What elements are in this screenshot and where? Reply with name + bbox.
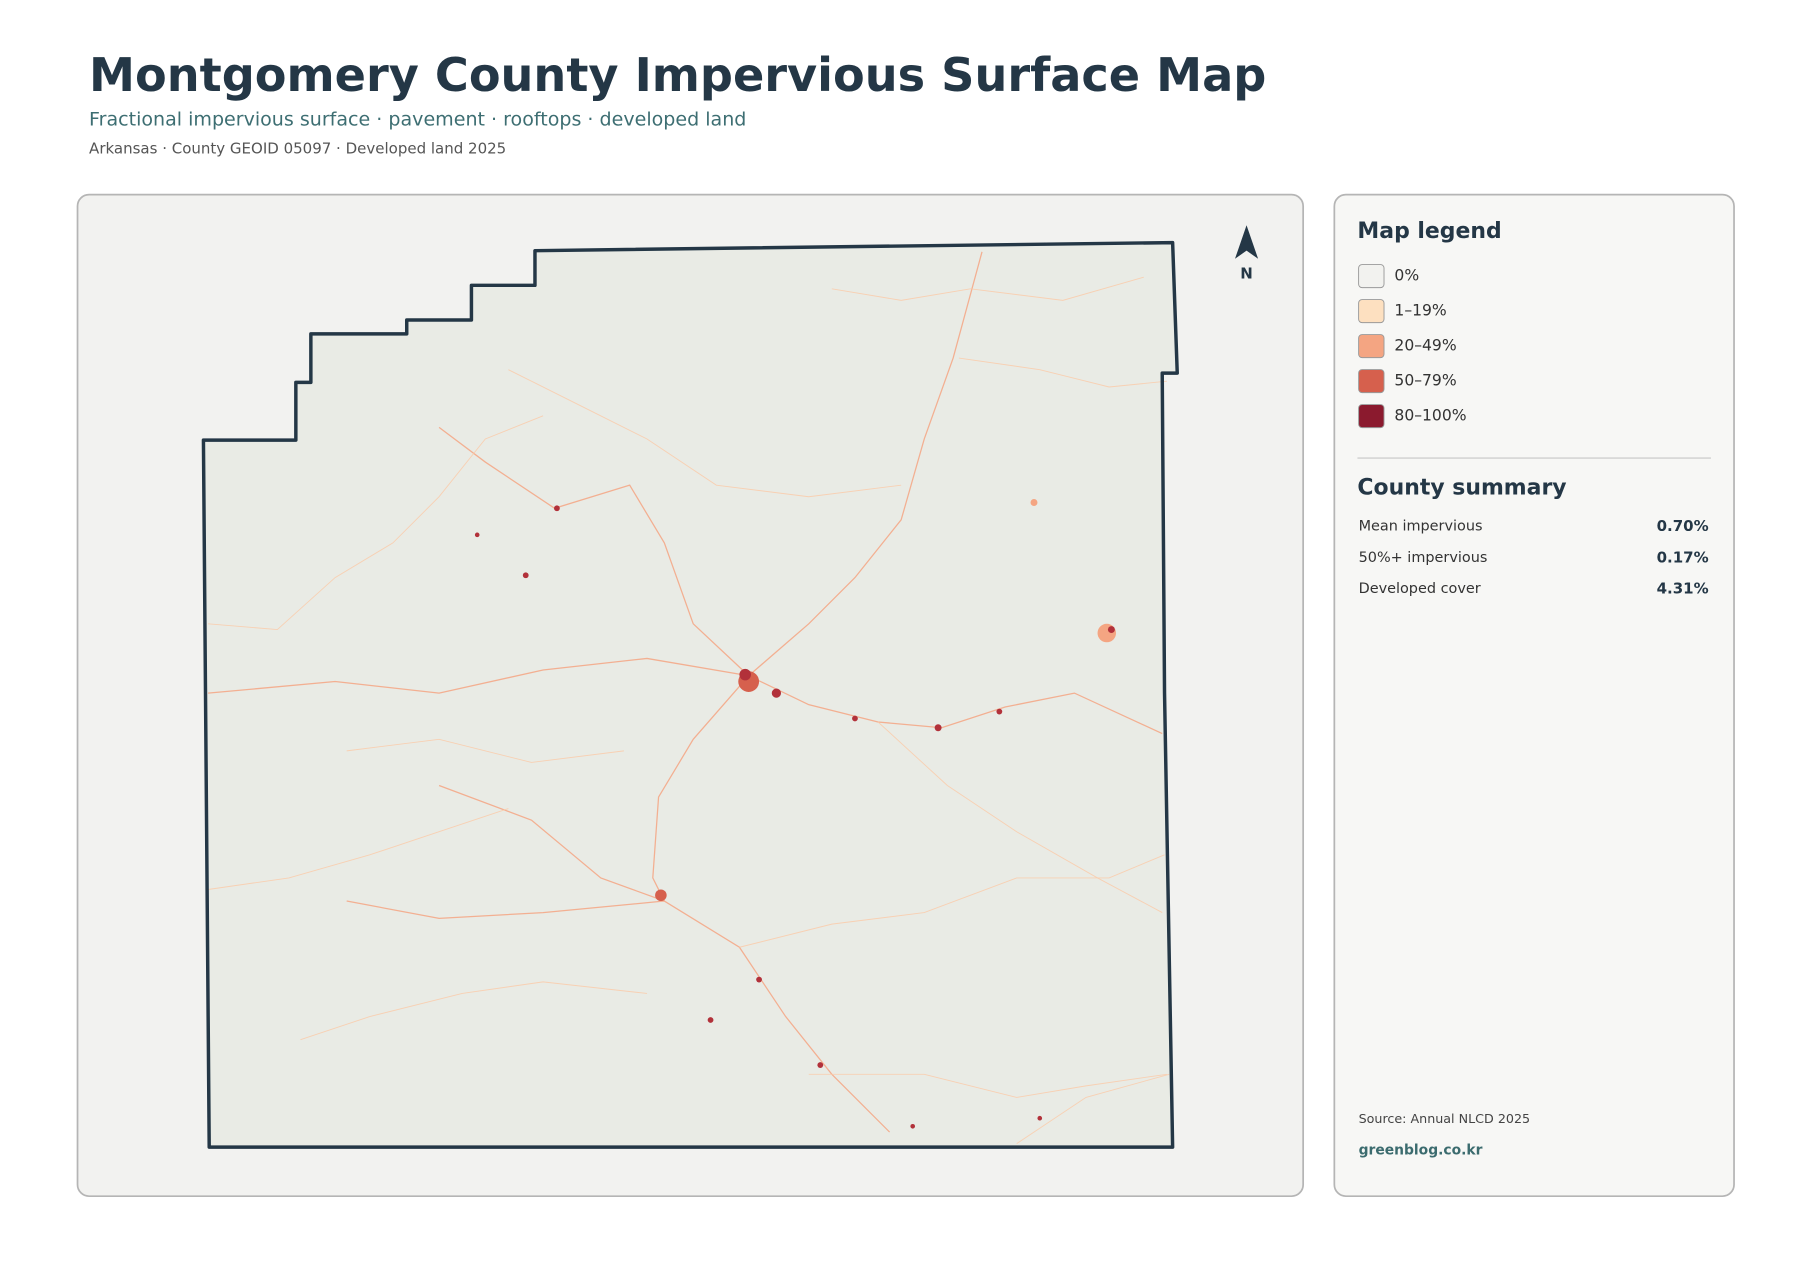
summary-label: 50%+ impervious [1359, 550, 1488, 566]
legend-label: 1–19% [1394, 302, 1446, 320]
summary-label: Developed cover [1359, 581, 1481, 597]
source: Source: Annual NLCD 2025 [1359, 1111, 1531, 1126]
developed-areas [474, 499, 1117, 1129]
north-arrow [1235, 225, 1259, 259]
map: N [201, 225, 1259, 1149]
county-boundary [201, 240, 1179, 1149]
legend-label: 0% [1394, 267, 1419, 285]
summary-label: Mean impervious [1359, 519, 1483, 535]
legend-swatch [1358, 299, 1385, 324]
legend-swatch [1358, 369, 1385, 394]
meta: Arkansas · County GEOID 05097 · Develope… [89, 140, 506, 158]
legend-label: 80–100% [1394, 407, 1466, 425]
summary-value: 0.17% [1657, 548, 1709, 566]
north-label: N [1240, 264, 1253, 282]
legend-label: 50–79% [1394, 372, 1456, 390]
summary-rows: Mean impervious 0.70% 50%+ impervious 0.17%… [1359, 517, 1709, 597]
legend-label: 20–49% [1394, 337, 1456, 355]
legend-items: 0% 1–19% 20–49% 50–79% 80–100% [1358, 264, 1467, 429]
legend-swatch [1358, 264, 1385, 289]
site: greenblog.co.kr [1359, 1143, 1483, 1159]
county-area [203, 242, 1178, 1148]
summary-value: 4.31% [1657, 580, 1709, 598]
summary-title: County summary [1357, 476, 1566, 501]
title: Montgomery County Impervious Surface Map [89, 48, 1266, 102]
legend-title: Map legend [1357, 219, 1501, 244]
subtitle: Fractional impervious surface · pavement… [89, 109, 746, 131]
summary-value: 0.70% [1657, 517, 1709, 535]
side-panel [1333, 193, 1735, 1198]
legend-swatch [1358, 404, 1385, 429]
legend-swatch [1358, 334, 1385, 359]
